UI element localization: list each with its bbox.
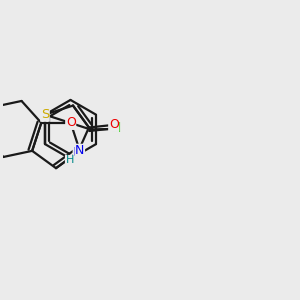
Text: H: H	[65, 155, 74, 166]
Text: O: O	[109, 118, 119, 131]
Text: N: N	[75, 144, 85, 157]
Text: N: N	[73, 146, 83, 159]
Text: S: S	[41, 108, 49, 121]
Text: Cl: Cl	[109, 122, 122, 136]
Text: O: O	[66, 116, 76, 129]
